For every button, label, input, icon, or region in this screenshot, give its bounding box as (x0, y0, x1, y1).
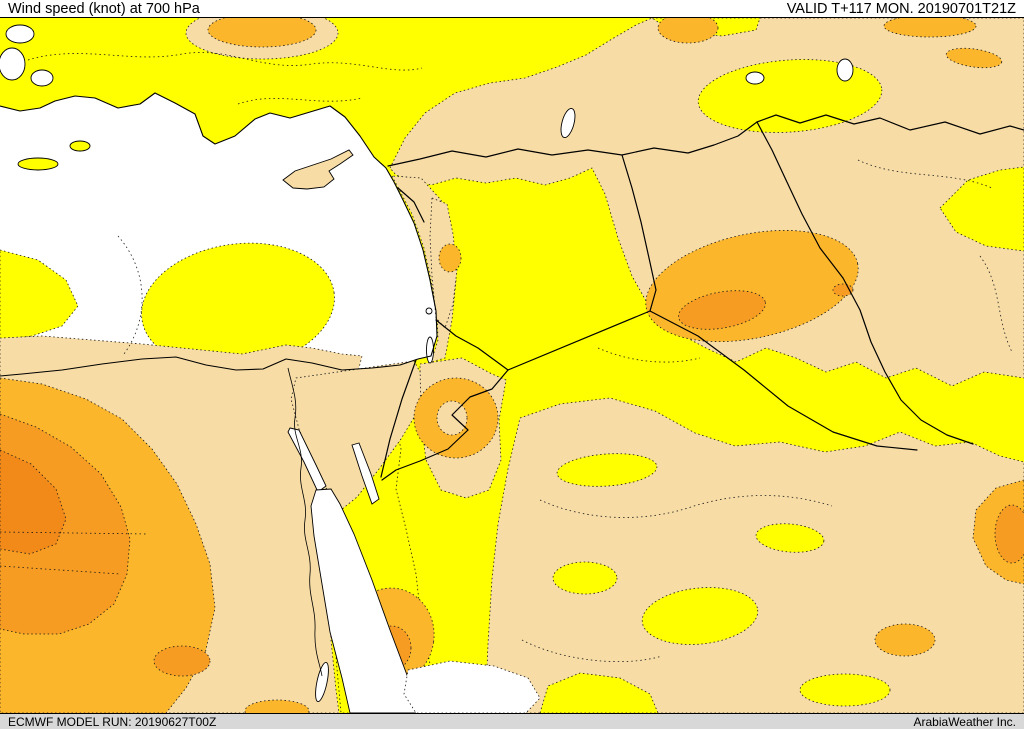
contour-region (153, 645, 211, 677)
contour-line (237, 97, 363, 105)
iraq-wind-maximum (645, 230, 859, 342)
contour-region (939, 166, 1024, 252)
border-iraq-saudi (649, 310, 918, 451)
map-footer: ECMWF MODEL RUN: 20190627T00Z ArabiaWeat… (0, 713, 1024, 729)
sea-wind-contours (0, 140, 335, 370)
contour-region (556, 453, 658, 487)
gulf-of-aqaba (351, 442, 380, 505)
map-canvas (0, 18, 1024, 713)
contour-line (117, 235, 143, 355)
brand-label: ArabiaWeather Inc. (913, 714, 1017, 729)
lake-nasser (315, 661, 329, 703)
contour-region (994, 504, 1024, 564)
border-lebanon (397, 187, 425, 223)
lake-van (745, 71, 765, 85)
contour-region (0, 249, 79, 341)
contour-region (207, 18, 317, 48)
contour-region (755, 523, 825, 553)
levant-contours (391, 175, 462, 363)
valid-time-label: VALID T+117 MON. 20190701T21Z (786, 0, 1016, 17)
model-run-label: ECMWF MODEL RUN: 20190627T00Z (8, 714, 217, 729)
border-egypt-israel (380, 359, 417, 478)
mediterranean-coastline (0, 92, 438, 377)
contour-region (945, 47, 1003, 69)
contour-line (857, 159, 993, 189)
red-sea (310, 488, 422, 713)
border-iran-iraq (756, 121, 974, 445)
contour-region (883, 18, 977, 38)
north-contours (185, 18, 1024, 387)
contour-region (641, 587, 759, 645)
calm-patch (403, 660, 541, 713)
aegean-sea-patch (0, 47, 26, 81)
cyprus-island (282, 149, 354, 190)
wind-map-svg (0, 18, 1024, 713)
contour-line (979, 255, 1013, 353)
contour-line (27, 52, 423, 71)
border-syria-iraq (621, 154, 657, 312)
rhodes-island (69, 140, 91, 152)
lake-urmia (836, 58, 854, 82)
crete-island (17, 157, 59, 171)
contour-region (874, 623, 936, 657)
dotted-contour-lines (0, 52, 1013, 663)
border-syria-jordan (435, 319, 509, 371)
country-borders (380, 114, 1024, 481)
contour-region (552, 561, 618, 595)
map-title: Wind speed (knot) at 700 hPa (8, 0, 200, 17)
contour-region (697, 59, 883, 133)
contour-region (539, 672, 659, 713)
contour-region (678, 290, 766, 330)
nile-river (287, 367, 323, 677)
border-turkey-iran (756, 114, 1024, 135)
contour-line (0, 531, 149, 575)
contour-region (244, 699, 310, 713)
lake-tharthar (560, 107, 576, 139)
contour-line (539, 495, 833, 518)
contour-region (799, 673, 891, 707)
lakes (425, 58, 854, 364)
border-jordan-iraq (507, 310, 651, 371)
map-header: Wind speed (knot) at 700 hPa VALID T+117… (0, 0, 1024, 18)
border-turkey-syria-iraq (387, 121, 758, 167)
contour-region (438, 243, 462, 273)
contour-region (657, 18, 719, 44)
gulf-of-suez (287, 427, 327, 493)
contour-region (436, 400, 468, 436)
arabia-contours (484, 397, 1024, 713)
red-sea-group (287, 427, 422, 713)
sea-of-galilee (425, 307, 433, 315)
contour-region (484, 397, 1024, 713)
aegean-sea-patch (30, 69, 54, 87)
sinai-contours (290, 357, 507, 511)
contour-region (141, 242, 335, 370)
contour-line (521, 639, 663, 663)
border-jordan-saudi (381, 369, 509, 481)
contour-region (0, 449, 67, 555)
aegean-sea-patch (5, 24, 35, 44)
